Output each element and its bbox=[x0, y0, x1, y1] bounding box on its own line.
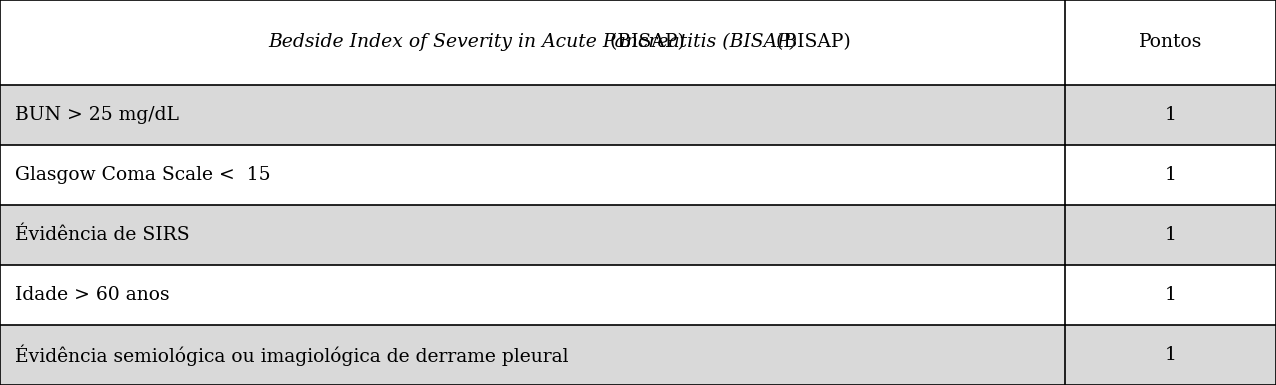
Text: Pontos: Pontos bbox=[1139, 33, 1202, 51]
Bar bbox=[0, 0, 1276, 85]
Text: Évidência semiológica ou imagiológica de derrame pleural: Évidência semiológica ou imagiológica de… bbox=[15, 344, 569, 366]
Text: Idade > 60 anos: Idade > 60 anos bbox=[15, 286, 170, 304]
Text: (BISAP): (BISAP) bbox=[769, 33, 851, 51]
Text: Glasgow Coma Scale <  15: Glasgow Coma Scale < 15 bbox=[15, 166, 271, 184]
Text: (BISAP): (BISAP) bbox=[769, 33, 851, 51]
Bar bbox=[0, 205, 1276, 265]
Text: BUN > 25 mg/dL: BUN > 25 mg/dL bbox=[15, 106, 180, 124]
Bar bbox=[0, 265, 1276, 325]
Text: 1: 1 bbox=[1165, 166, 1176, 184]
Text: 1: 1 bbox=[1165, 106, 1176, 124]
Text: 1: 1 bbox=[1165, 346, 1176, 364]
Bar bbox=[0, 85, 1276, 145]
Text: Évidência de SIRS: Évidência de SIRS bbox=[15, 226, 190, 244]
Bar bbox=[0, 325, 1276, 385]
Text: 1: 1 bbox=[1165, 286, 1176, 304]
Text: (BISAP): (BISAP) bbox=[604, 33, 685, 51]
Bar bbox=[0, 145, 1276, 205]
Text: 1: 1 bbox=[1165, 226, 1176, 244]
Text: Bedside Index of Severity in Acute Pancreatitis (BISAP): Bedside Index of Severity in Acute Pancr… bbox=[268, 33, 798, 52]
